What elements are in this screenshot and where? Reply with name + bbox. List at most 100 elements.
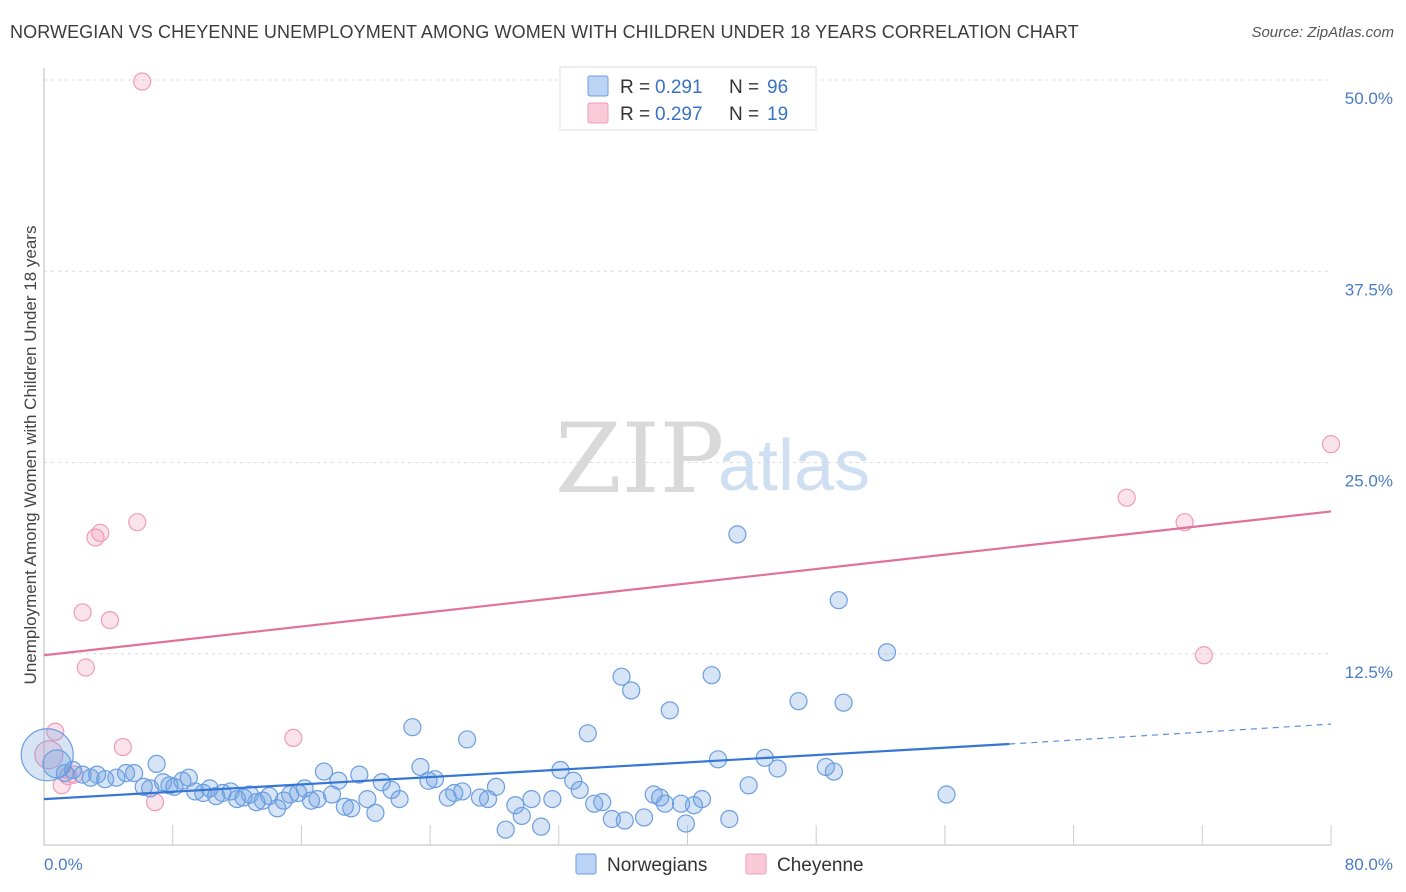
norwegian-point-48 bbox=[390, 789, 409, 809]
norwegian-point-98 bbox=[612, 667, 631, 686]
norwegian-point-11 bbox=[134, 777, 153, 796]
legend-r-value-2: 0.297 bbox=[655, 104, 703, 125]
bottom-legend-swatch-cheyenne bbox=[745, 853, 767, 875]
bottom-legend-norwegians: Norwegians bbox=[607, 855, 707, 876]
norwegian-point-36 bbox=[301, 791, 321, 810]
norwegian-point-83 bbox=[692, 789, 712, 809]
norwegian-point-68 bbox=[570, 780, 589, 800]
x-tick-label-max: 80.0% bbox=[1345, 855, 1393, 874]
norwegian-point-60 bbox=[496, 820, 515, 839]
trendlines bbox=[43, 510, 1332, 801]
legend-n-value-2: 19 bbox=[767, 104, 788, 125]
legend-n-label-2: N = bbox=[729, 104, 759, 125]
norwegian-point-67 bbox=[564, 771, 583, 790]
norwegian-point-38 bbox=[314, 762, 334, 781]
norwegian-point-50 bbox=[411, 757, 430, 777]
cheyenne-point-0 bbox=[34, 740, 64, 770]
cheyenne-point-1 bbox=[46, 722, 65, 741]
gridlines bbox=[44, 79, 1331, 655]
norwegian-point-41 bbox=[335, 797, 354, 816]
correlation-legend: R = 0.291 N = 96 R = 0.297 N = 19 bbox=[559, 66, 817, 131]
watermark-zip: ZIP bbox=[555, 403, 724, 515]
norwegian-point-29 bbox=[253, 791, 272, 810]
norwegian-point-56 bbox=[458, 730, 477, 749]
norwegian-point-81 bbox=[676, 814, 695, 833]
y-tick-label-0: 12.5% bbox=[1345, 663, 1393, 682]
norwegian-trendline bbox=[43, 742, 1010, 801]
norwegian-point-64 bbox=[532, 817, 551, 836]
norwegian-point-87 bbox=[728, 525, 747, 544]
bottom-legend-swatch-norwegians bbox=[575, 853, 597, 875]
norwegian-point-63 bbox=[522, 789, 541, 809]
norwegian-point-52 bbox=[425, 770, 445, 789]
x-tick-label-min: 0.0% bbox=[44, 855, 83, 874]
legend-swatch-norwegians bbox=[587, 75, 609, 97]
norwegian-trendline-extension bbox=[1009, 723, 1332, 745]
y-tick-label-2: 37.5% bbox=[1345, 280, 1393, 299]
norwegian-point-13 bbox=[147, 754, 166, 774]
norwegian-point-0 bbox=[20, 728, 74, 782]
norwegian-point-79 bbox=[660, 701, 679, 720]
watermark-atlas: atlas bbox=[718, 426, 870, 506]
legend-r-label-1: R = bbox=[620, 77, 650, 98]
cheyenne-point-14 bbox=[284, 728, 303, 748]
cheyenne-point-12 bbox=[133, 72, 152, 91]
cheyenne-point-3 bbox=[59, 767, 78, 786]
norwegian-point-71 bbox=[593, 793, 612, 812]
y-tick-label-3: 50.0% bbox=[1345, 89, 1393, 108]
norwegian-point-86 bbox=[720, 809, 739, 829]
chart-title: NORWEGIAN VS CHEYENNE UNEMPLOYMENT AMONG… bbox=[10, 22, 1079, 42]
norwegian-point-1 bbox=[42, 749, 72, 779]
x-ticks bbox=[172, 825, 1332, 845]
y-tick-label-1: 25.0% bbox=[1345, 472, 1393, 491]
cheyenne-point-5 bbox=[76, 658, 95, 677]
norwegian-point-84 bbox=[702, 666, 721, 685]
cheyenne-point-9 bbox=[100, 610, 120, 630]
norwegian-point-88 bbox=[739, 776, 758, 795]
norwegian-point-74 bbox=[622, 681, 641, 700]
norwegian-point-96 bbox=[877, 643, 897, 662]
norwegian-point-77 bbox=[651, 788, 670, 807]
y-tick-labels: 12.5% 25.0% 37.5% 50.0% bbox=[1345, 89, 1393, 682]
norwegian-point-49 bbox=[403, 718, 422, 737]
norwegian-point-43 bbox=[350, 765, 369, 784]
cheyenne-point-11 bbox=[128, 513, 147, 532]
norwegian-point-8 bbox=[107, 768, 126, 787]
norwegian-point-3 bbox=[63, 760, 83, 780]
bottom-legend-cheyenne: Cheyenne bbox=[777, 855, 864, 876]
norwegian-point-40 bbox=[329, 771, 348, 790]
watermark: ZIP atlas bbox=[555, 403, 870, 515]
norwegian-point-44 bbox=[358, 789, 377, 809]
cheyenne-trendline bbox=[43, 510, 1332, 657]
source-label: Source: ZipAtlas.com bbox=[1251, 24, 1394, 41]
norwegian-point-42 bbox=[342, 799, 361, 818]
norwegian-point-78 bbox=[655, 794, 675, 813]
norwegian-point-73 bbox=[615, 811, 634, 830]
norwegian-point-65 bbox=[543, 789, 562, 809]
norwegian-point-93 bbox=[824, 762, 843, 781]
norwegian-point-97 bbox=[937, 785, 956, 804]
cheyenne-point-8 bbox=[91, 523, 110, 542]
legend-r-label-2: R = bbox=[620, 104, 650, 125]
cheyenne-point-17 bbox=[1194, 646, 1214, 665]
norwegian-point-55 bbox=[453, 782, 472, 801]
legend-n-label-1: N = bbox=[729, 77, 759, 98]
norwegian-point-61 bbox=[506, 796, 525, 815]
norwegian-point-46 bbox=[372, 773, 391, 792]
norwegian-point-90 bbox=[768, 759, 787, 778]
norwegian-point-10 bbox=[124, 763, 144, 783]
norwegian-point-59 bbox=[486, 777, 506, 796]
cheyenne-point-6 bbox=[73, 603, 92, 622]
norwegian-point-75 bbox=[634, 808, 654, 827]
norwegian-point-62 bbox=[512, 806, 531, 826]
y-axis-title: Unemployment Among Women with Children U… bbox=[21, 226, 40, 685]
legend-r-value-1: 0.291 bbox=[655, 77, 703, 98]
cheyenne-point-15 bbox=[1117, 488, 1136, 507]
cheyenne-point-18 bbox=[1321, 435, 1341, 454]
norwegian-point-91 bbox=[789, 692, 808, 711]
norwegian-point-94 bbox=[829, 591, 848, 610]
cheyenne-point-10 bbox=[113, 737, 132, 757]
norwegian-point-69 bbox=[578, 724, 597, 743]
legend-n-value-1: 96 bbox=[767, 77, 788, 98]
norwegian-point-37 bbox=[308, 789, 327, 809]
